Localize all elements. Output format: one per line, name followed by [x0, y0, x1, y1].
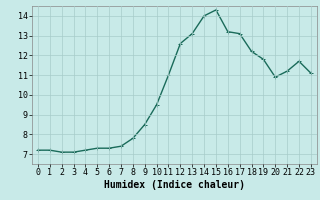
X-axis label: Humidex (Indice chaleur): Humidex (Indice chaleur) [104, 180, 245, 190]
